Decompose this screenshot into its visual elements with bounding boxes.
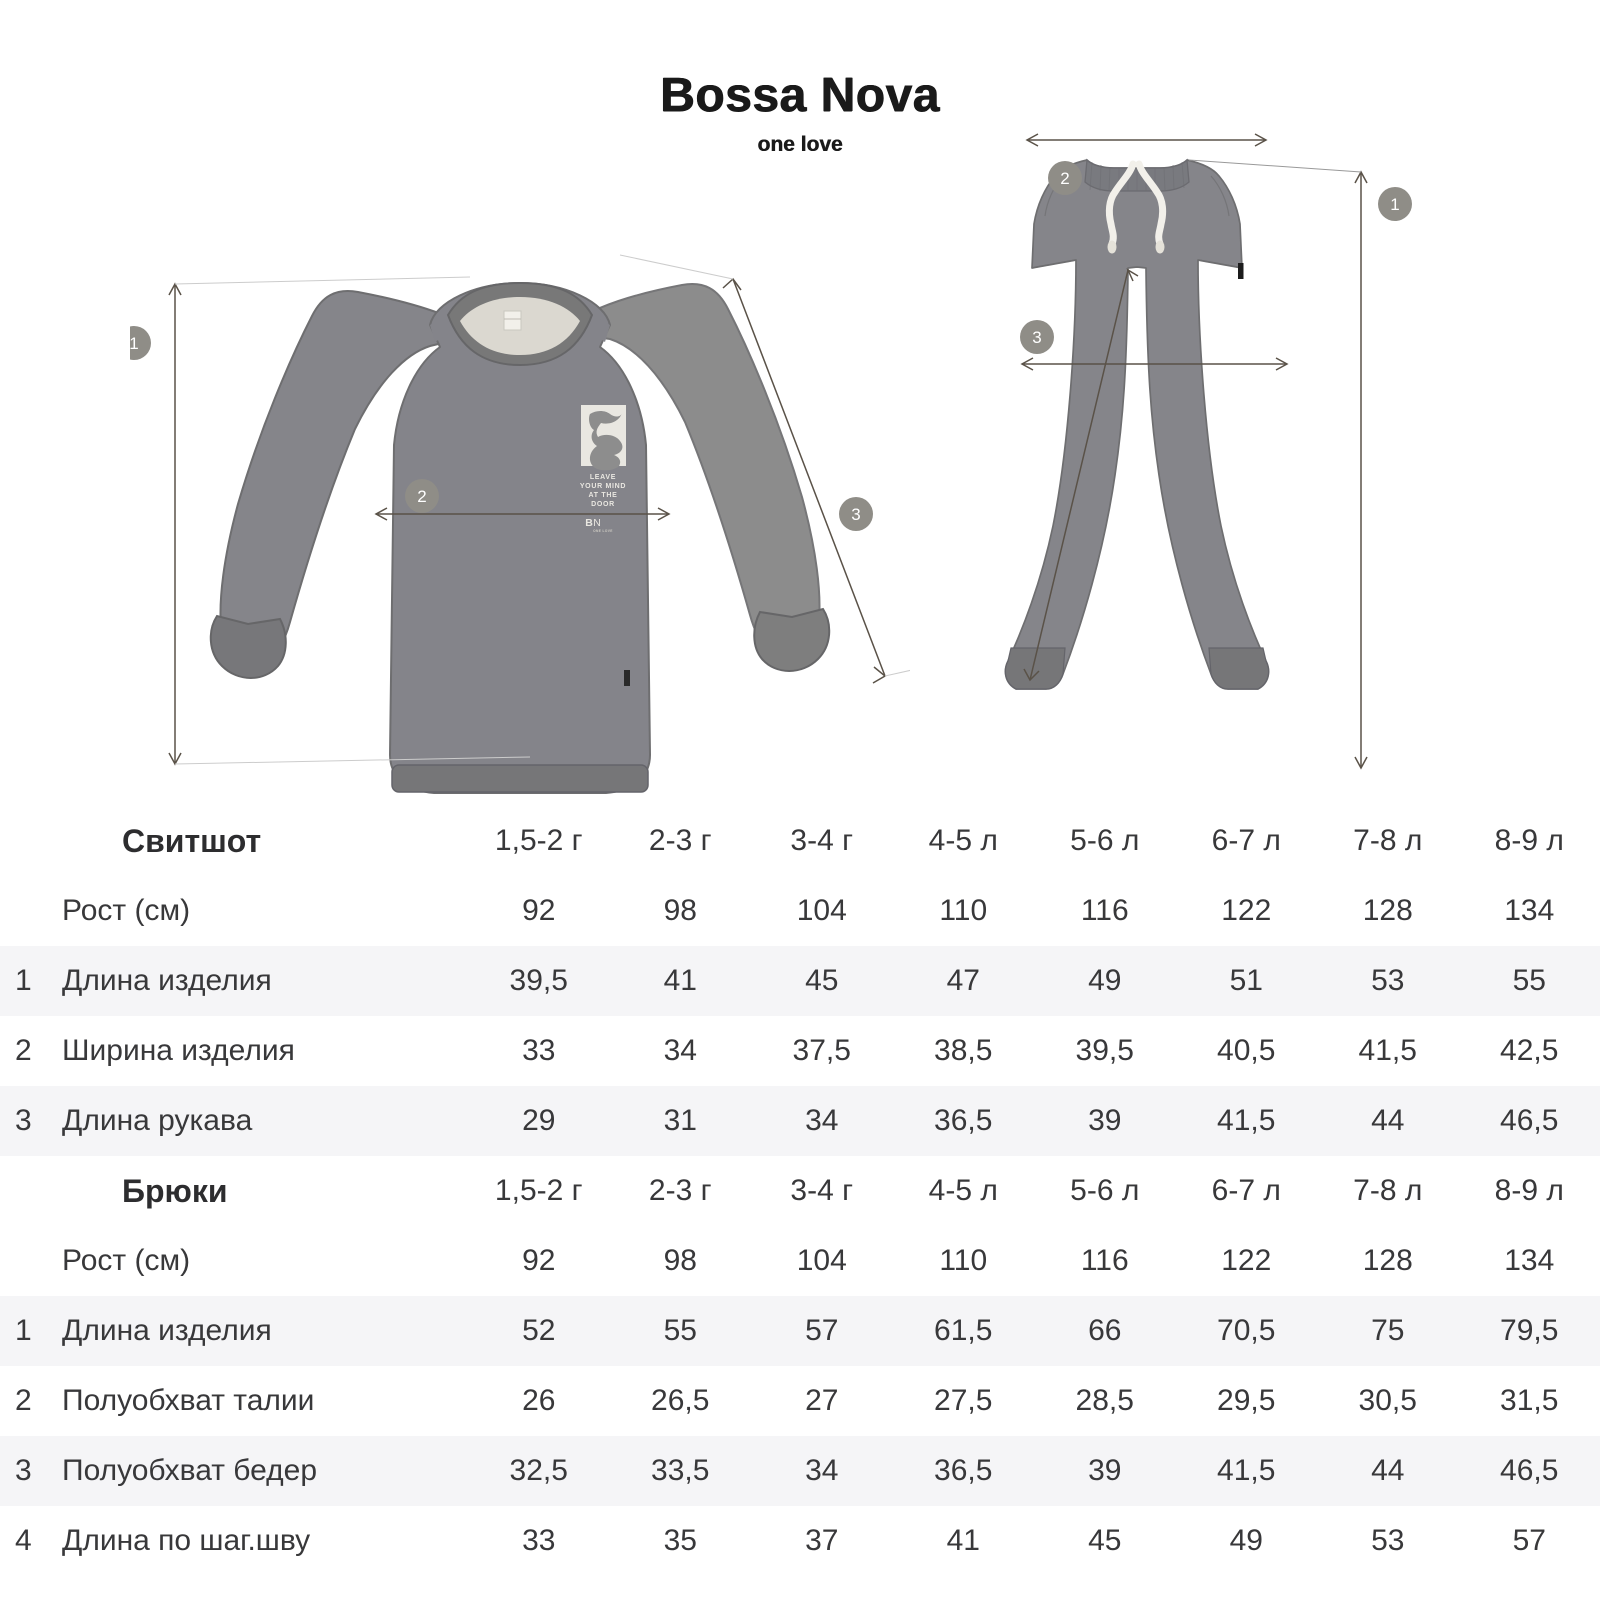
svg-text:2: 2: [417, 487, 426, 506]
svg-text:1: 1: [1390, 195, 1399, 214]
svg-text:LEAVE: LEAVE: [590, 474, 616, 481]
svg-text:1: 1: [130, 334, 139, 353]
svg-text:YOUR MIND: YOUR MIND: [580, 483, 626, 490]
svg-text:3: 3: [1032, 328, 1041, 347]
svg-text:AT THE: AT THE: [589, 492, 618, 499]
svg-text:B: B: [585, 517, 593, 529]
svg-text:DOOR: DOOR: [591, 501, 615, 508]
svg-text:N: N: [593, 517, 601, 529]
svg-text:ONE LOVE: ONE LOVE: [593, 529, 613, 533]
svg-text:2: 2: [1060, 169, 1069, 188]
svg-text:3: 3: [851, 505, 860, 524]
